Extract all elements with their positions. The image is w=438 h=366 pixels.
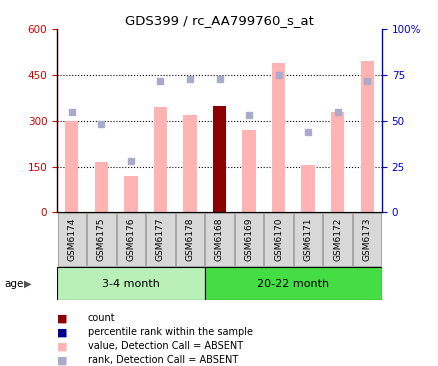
- Text: GSM6170: GSM6170: [273, 218, 283, 261]
- Text: GSM6175: GSM6175: [97, 218, 106, 261]
- Text: GSM6169: GSM6169: [244, 218, 253, 261]
- Text: 20-22 month: 20-22 month: [257, 279, 328, 289]
- Text: GSM6176: GSM6176: [126, 218, 135, 261]
- Text: count: count: [88, 313, 115, 324]
- Text: GSM6168: GSM6168: [215, 218, 223, 261]
- Title: GDS399 / rc_AA799760_s_at: GDS399 / rc_AA799760_s_at: [125, 14, 313, 27]
- Bar: [65, 121, 78, 212]
- Text: ■: ■: [57, 341, 67, 351]
- Text: value, Detection Call = ABSENT: value, Detection Call = ABSENT: [88, 341, 242, 351]
- Bar: [242, 130, 255, 212]
- FancyBboxPatch shape: [323, 213, 351, 266]
- Bar: [153, 107, 167, 212]
- Text: percentile rank within the sample: percentile rank within the sample: [88, 327, 252, 337]
- Text: age: age: [4, 279, 24, 289]
- FancyBboxPatch shape: [293, 213, 321, 266]
- Bar: [330, 112, 343, 212]
- FancyBboxPatch shape: [352, 213, 381, 266]
- Text: ▶: ▶: [24, 279, 32, 289]
- FancyBboxPatch shape: [57, 267, 204, 300]
- Text: GSM6177: GSM6177: [155, 218, 165, 261]
- FancyBboxPatch shape: [204, 267, 381, 300]
- FancyBboxPatch shape: [87, 213, 115, 266]
- FancyBboxPatch shape: [234, 213, 263, 266]
- Bar: [183, 115, 196, 212]
- Text: GSM6174: GSM6174: [67, 218, 76, 261]
- Bar: [271, 63, 285, 212]
- Text: GSM6172: GSM6172: [332, 218, 341, 261]
- Bar: [301, 165, 314, 212]
- Text: ■: ■: [57, 327, 67, 337]
- FancyBboxPatch shape: [205, 213, 233, 266]
- Text: ■: ■: [57, 313, 67, 324]
- FancyBboxPatch shape: [264, 213, 292, 266]
- FancyBboxPatch shape: [175, 213, 204, 266]
- Text: 3-4 month: 3-4 month: [102, 279, 159, 289]
- Text: GSM6171: GSM6171: [303, 218, 312, 261]
- Text: ■: ■: [57, 355, 67, 365]
- Text: GSM6178: GSM6178: [185, 218, 194, 261]
- Bar: [212, 105, 226, 212]
- Bar: [360, 61, 373, 212]
- Bar: [95, 162, 108, 212]
- Text: GSM6173: GSM6173: [362, 218, 371, 261]
- FancyBboxPatch shape: [117, 213, 145, 266]
- Text: rank, Detection Call = ABSENT: rank, Detection Call = ABSENT: [88, 355, 237, 365]
- FancyBboxPatch shape: [146, 213, 174, 266]
- Bar: [124, 176, 137, 212]
- FancyBboxPatch shape: [57, 213, 86, 266]
